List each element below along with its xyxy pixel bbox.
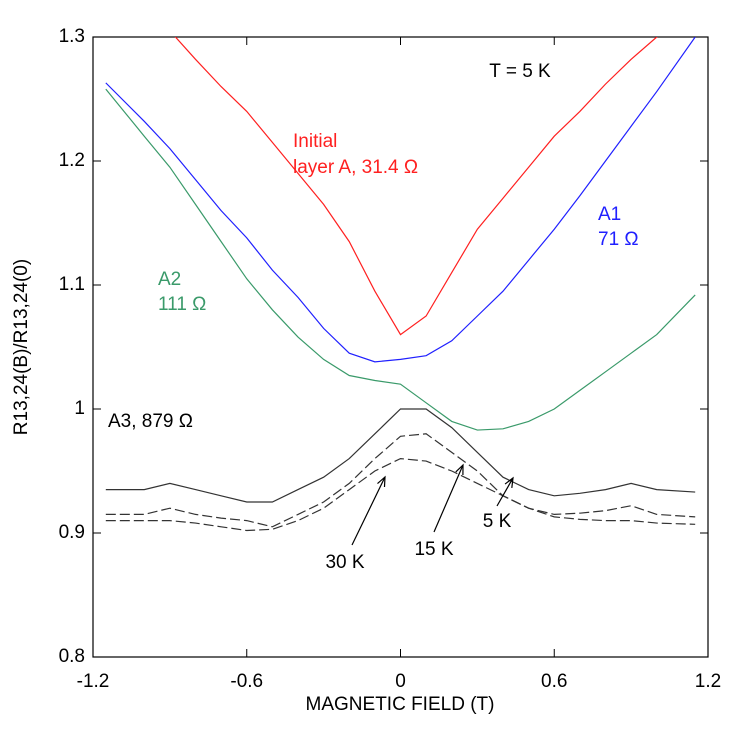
annotation: A3, 879 Ω	[108, 411, 193, 432]
y-tick-label: 0.8	[59, 646, 85, 667]
annotation: T = 5 K	[489, 61, 551, 82]
annotation: 15 K	[414, 539, 453, 560]
y-axis-label: R13,24(B)/R13,24(0)	[11, 259, 32, 435]
x-tick-label: 1.2	[695, 671, 721, 692]
data-line	[105, 433, 696, 528]
y-tick-label: 1	[74, 398, 85, 419]
data-line	[105, 457, 696, 532]
annotation: 30 K	[325, 552, 364, 573]
x-tick-label: 0	[395, 671, 406, 692]
annotation: layer A, 31.4 Ω	[293, 157, 418, 178]
plot-frame	[92, 36, 709, 658]
arrow-head	[504, 476, 514, 489]
arrow-shaft	[351, 476, 386, 546]
x-tick-label: 0.6	[541, 671, 567, 692]
annotation: 111 Ω	[158, 294, 206, 315]
y-tick-label: 1.1	[59, 274, 85, 295]
data-line	[105, 37, 696, 363]
annotation: A1	[598, 204, 621, 225]
x-tick-label: -0.6	[230, 671, 263, 692]
data-line	[105, 88, 696, 431]
arrow-head	[377, 475, 386, 488]
y-tick-label: 1.2	[59, 150, 85, 171]
data-line	[174, 37, 658, 336]
y-tick-label: 0.9	[59, 522, 85, 543]
annotation: 5 K	[483, 511, 512, 532]
annotation: A2	[158, 269, 181, 290]
annotation: Initial	[293, 131, 337, 152]
x-tick-label: -1.2	[77, 671, 110, 692]
data-line	[105, 408, 696, 503]
x-axis-label: MAGNETIC FIELD (T)	[306, 694, 495, 715]
arrow-shaft	[496, 477, 514, 507]
arrow-shaft	[433, 464, 464, 533]
y-tick-label: 1.3	[59, 26, 85, 47]
annotation: 71 Ω	[598, 229, 639, 250]
arrow-head	[455, 463, 464, 476]
